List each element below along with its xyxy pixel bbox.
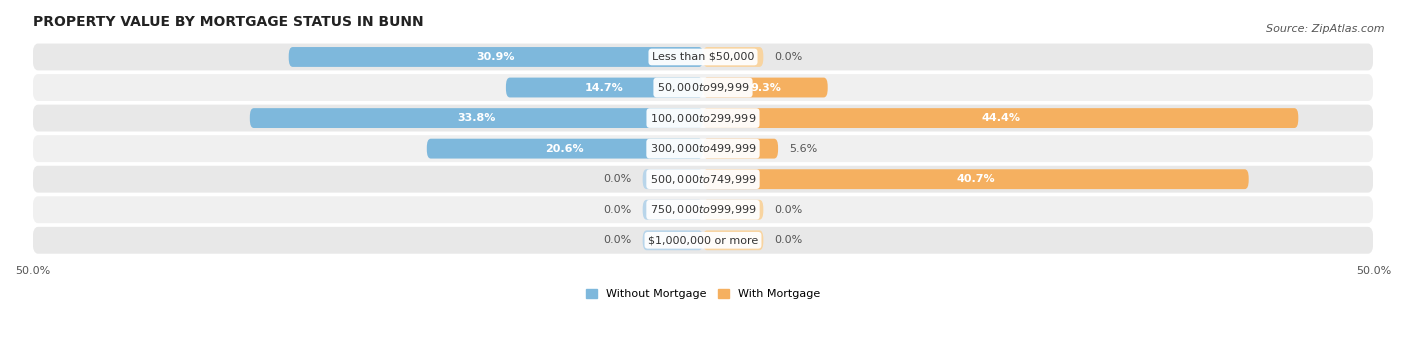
Text: $1,000,000 or more: $1,000,000 or more (648, 235, 758, 245)
FancyBboxPatch shape (703, 47, 763, 67)
FancyBboxPatch shape (32, 74, 1374, 101)
FancyBboxPatch shape (703, 169, 1249, 189)
Text: 20.6%: 20.6% (546, 144, 585, 154)
Legend: Without Mortgage, With Mortgage: Without Mortgage, With Mortgage (582, 285, 824, 304)
Text: 0.0%: 0.0% (603, 235, 631, 245)
FancyBboxPatch shape (643, 169, 703, 189)
FancyBboxPatch shape (288, 47, 703, 67)
Text: $300,000 to $499,999: $300,000 to $499,999 (650, 142, 756, 155)
FancyBboxPatch shape (32, 196, 1374, 223)
FancyBboxPatch shape (703, 139, 778, 159)
Text: 30.9%: 30.9% (477, 52, 515, 62)
FancyBboxPatch shape (703, 200, 763, 220)
FancyBboxPatch shape (32, 105, 1374, 132)
Text: 9.3%: 9.3% (749, 83, 780, 92)
Text: 40.7%: 40.7% (956, 174, 995, 184)
FancyBboxPatch shape (703, 78, 828, 98)
Text: 14.7%: 14.7% (585, 83, 624, 92)
FancyBboxPatch shape (32, 135, 1374, 162)
Text: $750,000 to $999,999: $750,000 to $999,999 (650, 203, 756, 216)
Text: $100,000 to $299,999: $100,000 to $299,999 (650, 112, 756, 124)
FancyBboxPatch shape (643, 231, 703, 250)
Text: 0.0%: 0.0% (775, 205, 803, 215)
Text: 0.0%: 0.0% (603, 174, 631, 184)
Text: $50,000 to $99,999: $50,000 to $99,999 (657, 81, 749, 94)
Text: Less than $50,000: Less than $50,000 (652, 52, 754, 62)
Text: $500,000 to $749,999: $500,000 to $749,999 (650, 173, 756, 186)
Text: 0.0%: 0.0% (775, 235, 803, 245)
Text: 0.0%: 0.0% (775, 52, 803, 62)
FancyBboxPatch shape (643, 200, 703, 220)
Text: 0.0%: 0.0% (603, 205, 631, 215)
FancyBboxPatch shape (32, 166, 1374, 193)
Text: 5.6%: 5.6% (789, 144, 817, 154)
FancyBboxPatch shape (32, 227, 1374, 254)
FancyBboxPatch shape (427, 139, 703, 159)
FancyBboxPatch shape (506, 78, 703, 98)
Text: Source: ZipAtlas.com: Source: ZipAtlas.com (1267, 24, 1385, 34)
FancyBboxPatch shape (250, 108, 703, 128)
FancyBboxPatch shape (32, 44, 1374, 70)
Text: 44.4%: 44.4% (981, 113, 1021, 123)
FancyBboxPatch shape (703, 108, 1298, 128)
FancyBboxPatch shape (703, 231, 763, 250)
Text: PROPERTY VALUE BY MORTGAGE STATUS IN BUNN: PROPERTY VALUE BY MORTGAGE STATUS IN BUN… (32, 15, 423, 29)
Text: 33.8%: 33.8% (457, 113, 495, 123)
